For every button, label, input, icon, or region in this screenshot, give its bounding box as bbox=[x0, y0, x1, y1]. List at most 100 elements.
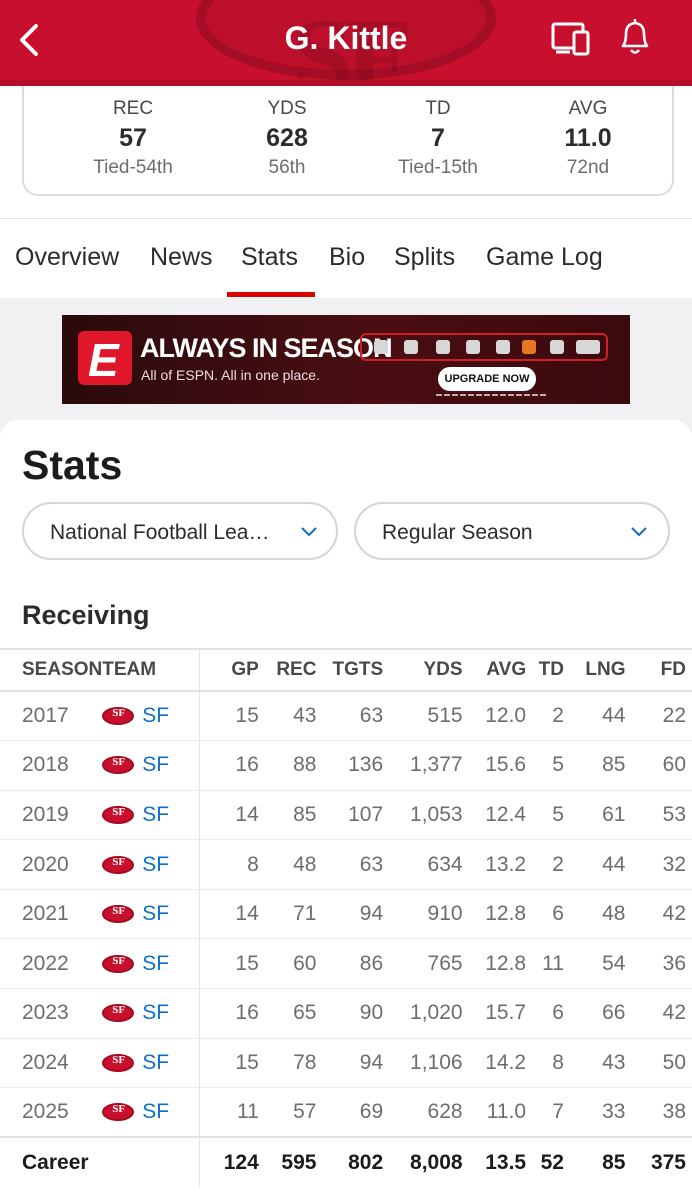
team-abbr[interactable]: SF bbox=[142, 1001, 170, 1025]
team-logo-icon bbox=[102, 805, 135, 824]
col-header-tgts[interactable]: TGTS bbox=[322, 648, 390, 692]
stat-cell-rec: 71 bbox=[264, 889, 323, 940]
summary-rank: Tied-15th bbox=[398, 157, 478, 178]
team-link[interactable]: SF bbox=[102, 1100, 199, 1124]
table-body: 2017SF15436351512.0244222018SF16881361,3… bbox=[0, 691, 692, 1187]
team-link[interactable]: SF bbox=[102, 803, 199, 827]
upgrade-now-button[interactable]: UPGRADE NOW bbox=[438, 367, 536, 391]
stat-cell-lng: 44 bbox=[569, 691, 632, 742]
col-header-season[interactable]: SEASON bbox=[0, 648, 103, 692]
tab-news[interactable]: News bbox=[150, 243, 213, 271]
stat-cell-rec: 48 bbox=[264, 839, 323, 890]
header-divider bbox=[0, 80, 692, 86]
stat-cell-tgts: 63 bbox=[322, 691, 390, 742]
team-abbr[interactable]: SF bbox=[142, 1050, 170, 1074]
team-abbr[interactable]: SF bbox=[142, 902, 170, 926]
active-tab-indicator bbox=[227, 292, 315, 297]
col-header-avg[interactable]: AVG bbox=[468, 648, 533, 692]
stat-cell-yds: 765 bbox=[389, 938, 469, 990]
tab-splits[interactable]: Splits bbox=[394, 243, 456, 271]
stat-cell-rec: 65 bbox=[264, 988, 323, 1039]
league-logo-icon bbox=[522, 340, 536, 354]
season-cell: 2020 bbox=[0, 839, 103, 890]
stat-cell-yds: 628 bbox=[389, 1087, 469, 1138]
stat-cell-tgts: 94 bbox=[322, 889, 390, 940]
tab-game-log[interactable]: Game Log bbox=[486, 243, 603, 271]
summary-value: 628 bbox=[266, 124, 308, 152]
summary-yds: YDS 628 56th bbox=[212, 98, 362, 179]
team-abbr[interactable]: SF bbox=[142, 753, 170, 777]
stat-cell-avg: 14.2 bbox=[468, 1038, 533, 1089]
espn-ad-banner[interactable]: E ALWAYS IN SEASON All of ESPN. All in o… bbox=[62, 315, 630, 404]
team-link[interactable]: SF bbox=[102, 753, 199, 777]
receiving-section-title: Receiving bbox=[22, 600, 150, 630]
team-link[interactable]: SF bbox=[102, 704, 199, 728]
tab-overview[interactable]: Overview bbox=[15, 243, 120, 271]
team-link[interactable]: SF bbox=[102, 902, 199, 926]
summary-wrap: REC 57 Tied-54th YDS 628 56th TD 7 Tied-… bbox=[0, 86, 692, 218]
summary-label: REC bbox=[112, 98, 154, 119]
summary-rank: 72nd bbox=[566, 157, 610, 178]
team-link[interactable]: SF bbox=[102, 952, 199, 976]
stat-cell-yds: 1,377 bbox=[389, 740, 469, 791]
stat-cell-gp: 15 bbox=[199, 938, 265, 990]
stat-cell-avg: 12.8 bbox=[468, 889, 533, 940]
team-abbr[interactable]: SF bbox=[142, 704, 170, 728]
summary-td: TD 7 Tied-15th bbox=[363, 98, 513, 179]
stat-cell-lng: 33 bbox=[569, 1087, 632, 1138]
team-cell: SF bbox=[102, 1087, 200, 1138]
chevron-down-icon bbox=[301, 527, 317, 537]
stat-cell-avg: 13.2 bbox=[468, 839, 533, 890]
stat-cell-gp: 8 bbox=[199, 839, 265, 890]
team-link[interactable]: SF bbox=[102, 1051, 199, 1075]
col-header-rec[interactable]: REC bbox=[264, 648, 323, 692]
team-abbr[interactable]: SF bbox=[142, 802, 170, 826]
team-link[interactable]: SF bbox=[102, 1001, 199, 1025]
stat-cell-gp: 16 bbox=[199, 988, 265, 1039]
team-cell: SF bbox=[102, 839, 200, 890]
summary-label: YDS bbox=[267, 98, 307, 119]
team-abbr[interactable]: SF bbox=[142, 852, 170, 876]
league-dropdown[interactable]: National Football Lea… bbox=[22, 502, 338, 560]
summary-rank: 56th bbox=[268, 157, 306, 178]
season-cell: 2017 bbox=[0, 691, 103, 742]
back-chevron-icon[interactable] bbox=[12, 18, 52, 62]
season-type-dropdown[interactable]: Regular Season bbox=[354, 502, 670, 560]
season-cell: 2025 bbox=[0, 1087, 103, 1138]
col-header-gp[interactable]: GP bbox=[199, 648, 265, 692]
summary-value: 7 bbox=[431, 124, 445, 152]
season-cell: 2019 bbox=[0, 790, 103, 841]
stat-cell-lng: 48 bbox=[569, 889, 632, 940]
stat-cell-lng: 66 bbox=[569, 988, 632, 1039]
league-logo-icon bbox=[436, 340, 450, 354]
col-header-lng[interactable]: LNG bbox=[569, 648, 632, 692]
player-tabs: Overview News Stats Bio Splits Game Log bbox=[0, 218, 692, 298]
stat-cell-rec: 57 bbox=[264, 1087, 323, 1138]
col-header-yds[interactable]: YDS bbox=[389, 648, 469, 692]
col-header-td[interactable]: TD bbox=[532, 648, 570, 692]
cast-device-icon[interactable] bbox=[550, 20, 592, 58]
col-header-team[interactable]: TEAM bbox=[102, 648, 200, 692]
league-logo-icon bbox=[404, 340, 418, 354]
season-cell: 2018 bbox=[0, 740, 103, 791]
team-link[interactable]: SF bbox=[102, 853, 199, 877]
summary-rank: Tied-54th bbox=[93, 157, 173, 178]
col-header-fd[interactable]: FD bbox=[631, 648, 692, 692]
stat-cell-tgts: 63 bbox=[322, 839, 390, 890]
ad-subline: All of ESPN. All in one place. bbox=[141, 367, 320, 383]
tab-stats[interactable]: Stats bbox=[241, 243, 298, 271]
bell-icon[interactable] bbox=[616, 16, 654, 58]
stat-cell-yds: 1,053 bbox=[389, 790, 469, 841]
team-abbr[interactable]: SF bbox=[142, 951, 170, 975]
stat-cell-avg: 15.6 bbox=[468, 740, 533, 791]
league-logo-icon bbox=[496, 340, 510, 354]
league-dropdown-value: National Football Lea… bbox=[50, 521, 270, 544]
team-abbr[interactable]: SF bbox=[142, 1100, 170, 1124]
tab-bio[interactable]: Bio bbox=[329, 243, 366, 271]
summary-value: 57 bbox=[119, 124, 147, 152]
team-cell: SF bbox=[102, 938, 200, 990]
ad-headline: ALWAYS IN SEASON bbox=[140, 333, 393, 363]
